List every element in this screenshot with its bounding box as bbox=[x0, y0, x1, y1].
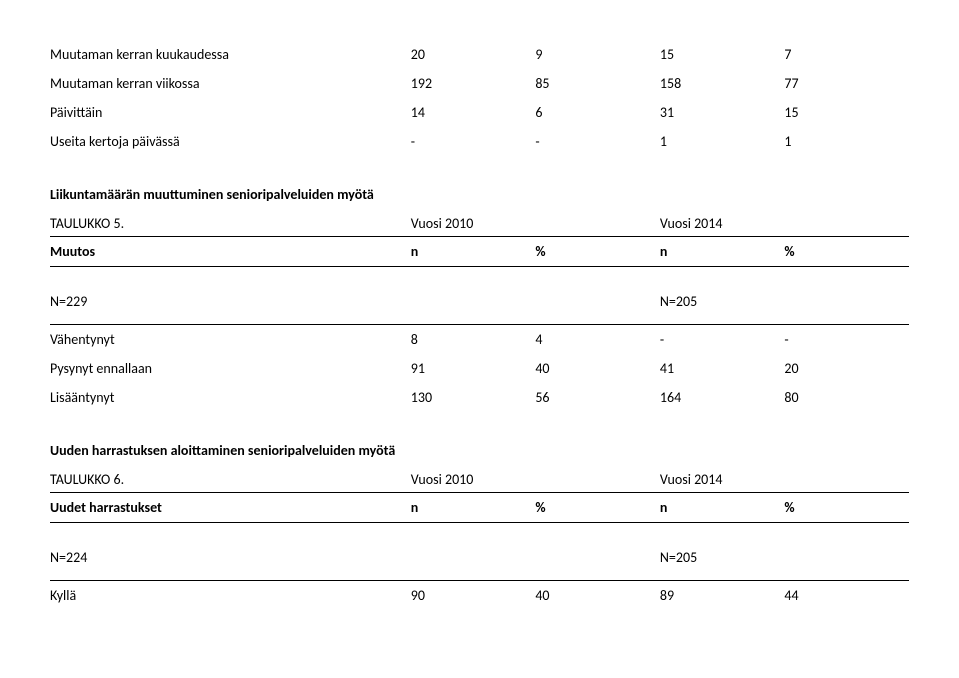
cell: 31 bbox=[660, 98, 785, 127]
cell: 40 bbox=[535, 354, 660, 383]
row-label: Päivittäin bbox=[50, 98, 411, 127]
cell: - bbox=[784, 325, 909, 355]
cell: 130 bbox=[411, 383, 536, 412]
cell: 80 bbox=[784, 383, 909, 412]
cell: - bbox=[411, 127, 536, 156]
col-p: % bbox=[784, 493, 909, 523]
table-row: Kyllä 90 40 89 44 bbox=[50, 581, 909, 611]
table-row: Muutaman kerran viikossa 192 85 158 77 bbox=[50, 69, 909, 98]
cell: 40 bbox=[535, 581, 660, 611]
row-label: Muutaman kerran viikossa bbox=[50, 69, 411, 98]
n-row: N=229 N=205 bbox=[50, 279, 909, 325]
n-left: N=229 bbox=[50, 279, 411, 325]
cell: 9 bbox=[535, 40, 660, 69]
table-2: TAULUKKO 5. Vuosi 2010 Vuosi 2014 Muutos… bbox=[50, 209, 909, 412]
row-label: Pysynyt ennallaan bbox=[50, 354, 411, 383]
cell: - bbox=[660, 325, 785, 355]
section-title: Liikuntamäärän muuttuminen senioripalvel… bbox=[50, 186, 909, 203]
cell: 158 bbox=[660, 69, 785, 98]
col-p: % bbox=[784, 237, 909, 267]
n-right: N=205 bbox=[660, 535, 909, 581]
row-label: Lisääntynyt bbox=[50, 383, 411, 412]
cell: 1 bbox=[784, 127, 909, 156]
cell: 192 bbox=[411, 69, 536, 98]
cell: 89 bbox=[660, 581, 785, 611]
table-row: Lisääntynyt 130 56 164 80 bbox=[50, 383, 909, 412]
row-label: Useita kertoja päivässä bbox=[50, 127, 411, 156]
table-row: Vähentynyt 8 4 - - bbox=[50, 325, 909, 355]
row-label: Kyllä bbox=[50, 581, 411, 611]
taulukko-label: TAULUKKO 5. bbox=[50, 209, 411, 237]
table-row: Muutaman kerran kuukaudessa 20 9 15 7 bbox=[50, 40, 909, 69]
cell: 20 bbox=[784, 354, 909, 383]
cell: 6 bbox=[535, 98, 660, 127]
col-n: n bbox=[411, 493, 536, 523]
table-3: TAULUKKO 6. Vuosi 2010 Vuosi 2014 Uudet … bbox=[50, 465, 909, 610]
sub-label: Uudet harrastukset bbox=[50, 493, 411, 523]
cell: 14 bbox=[411, 98, 536, 127]
cell: 15 bbox=[660, 40, 785, 69]
cell: 15 bbox=[784, 98, 909, 127]
col-p: % bbox=[535, 237, 660, 267]
table-row: Päivittäin 14 6 31 15 bbox=[50, 98, 909, 127]
cell: 20 bbox=[411, 40, 536, 69]
year-label: Vuosi 2010 bbox=[411, 465, 660, 493]
cell: 77 bbox=[784, 69, 909, 98]
table-header: TAULUKKO 5. Vuosi 2010 Vuosi 2014 bbox=[50, 209, 909, 237]
row-label: Muutaman kerran kuukaudessa bbox=[50, 40, 411, 69]
table-header: TAULUKKO 6. Vuosi 2010 Vuosi 2014 bbox=[50, 465, 909, 493]
table-row: Pysynyt ennallaan 91 40 41 20 bbox=[50, 354, 909, 383]
cell: 56 bbox=[535, 383, 660, 412]
n-right: N=205 bbox=[660, 279, 909, 325]
cell: 91 bbox=[411, 354, 536, 383]
col-n: n bbox=[660, 493, 785, 523]
muutos-label: Muutos bbox=[50, 237, 411, 267]
table-row: Useita kertoja päivässä - - 1 1 bbox=[50, 127, 909, 156]
col-n: n bbox=[660, 237, 785, 267]
cell: 44 bbox=[784, 581, 909, 611]
year-label: Vuosi 2014 bbox=[660, 465, 909, 493]
row-label: Vähentynyt bbox=[50, 325, 411, 355]
cell: 164 bbox=[660, 383, 785, 412]
cell: 7 bbox=[784, 40, 909, 69]
n-row: N=224 N=205 bbox=[50, 535, 909, 581]
table-1: Muutaman kerran kuukaudessa 20 9 15 7 Mu… bbox=[50, 40, 909, 156]
cell: 4 bbox=[535, 325, 660, 355]
table-subheader: Muutos n % n % bbox=[50, 237, 909, 267]
taulukko-label: TAULUKKO 6. bbox=[50, 465, 411, 493]
cell: 1 bbox=[660, 127, 785, 156]
cell: 85 bbox=[535, 69, 660, 98]
col-n: n bbox=[411, 237, 536, 267]
cell: 41 bbox=[660, 354, 785, 383]
table-subheader: Uudet harrastukset n % n % bbox=[50, 493, 909, 523]
year-label: Vuosi 2014 bbox=[660, 209, 909, 237]
cell: 8 bbox=[411, 325, 536, 355]
cell: 90 bbox=[411, 581, 536, 611]
n-left: N=224 bbox=[50, 535, 411, 581]
section-title: Uuden harrastuksen aloittaminen seniorip… bbox=[50, 442, 909, 459]
year-label: Vuosi 2010 bbox=[411, 209, 660, 237]
cell: - bbox=[535, 127, 660, 156]
col-p: % bbox=[535, 493, 660, 523]
